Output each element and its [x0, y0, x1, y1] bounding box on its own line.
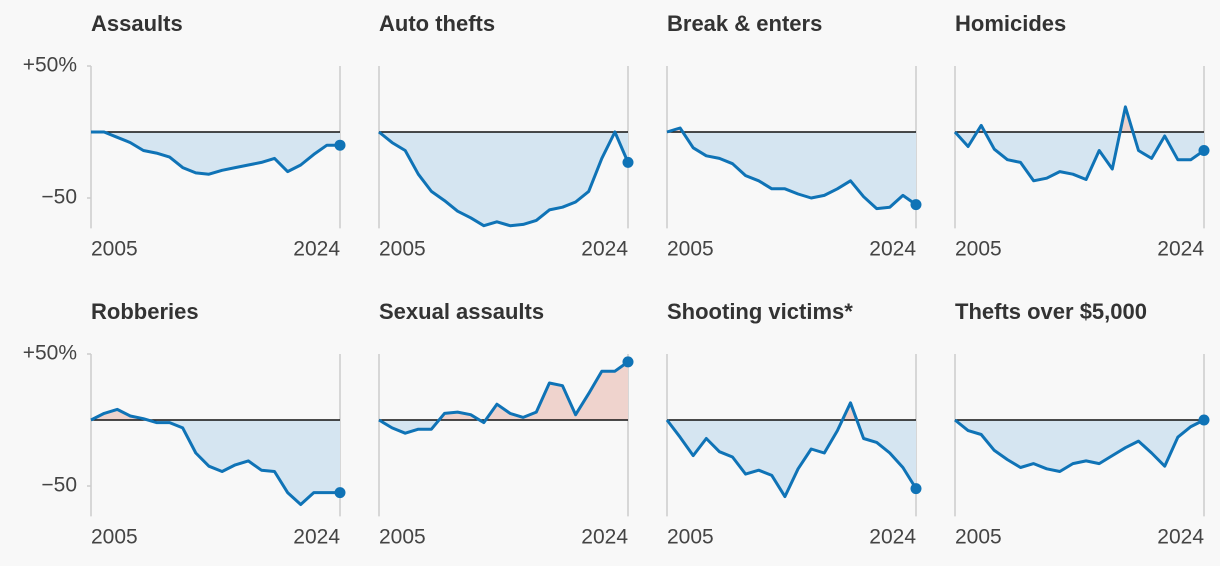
x-tick-label: 2024: [869, 238, 916, 261]
panel-title: Thefts over $5,000: [955, 299, 1147, 324]
area-above: [379, 361, 628, 420]
area-below: [955, 420, 1204, 472]
area-below: [667, 420, 916, 497]
line: [91, 130, 340, 176]
area-below: [91, 132, 340, 175]
end-dot: [910, 199, 922, 211]
line: [954, 418, 1205, 473]
x-tick-label: 2024: [869, 526, 916, 549]
line: [378, 130, 630, 228]
end-dot: [622, 356, 634, 368]
area-below: [955, 132, 1204, 181]
panel-title: Break & enters: [667, 11, 822, 36]
x-tick-label: 2005: [379, 238, 426, 261]
x-tick-label: 2024: [581, 526, 628, 549]
end-dot: [334, 139, 346, 151]
end-dot: [622, 156, 634, 168]
line: [666, 126, 917, 211]
x-tick-label: 2005: [955, 526, 1002, 549]
x-tick-label: 2024: [581, 238, 628, 261]
x-tick-label: 2005: [379, 526, 426, 549]
panel-title: Homicides: [955, 11, 1066, 36]
area-below: [379, 132, 628, 226]
y-tick-label: +50%: [23, 54, 77, 77]
line: [90, 407, 340, 506]
x-tick-label: 2005: [91, 238, 138, 261]
x-tick-label: 2024: [293, 238, 340, 261]
area-below: [91, 420, 340, 505]
line: [953, 105, 1205, 183]
x-tick-label: 2005: [955, 238, 1002, 261]
panel-title: Robberies: [91, 299, 199, 324]
panel-title: Shooting victims*: [667, 299, 853, 324]
panel-title: Assaults: [91, 11, 183, 36]
area-below: [667, 132, 916, 209]
panel-title: Auto thefts: [379, 11, 495, 36]
x-tick-label: 2005: [667, 526, 714, 549]
end-dot: [910, 483, 922, 495]
line: [665, 401, 918, 499]
x-tick-label: 2005: [667, 238, 714, 261]
y-tick-label: +50%: [23, 342, 77, 365]
end-dot: [334, 487, 346, 499]
line: [378, 360, 629, 435]
x-tick-label: 2024: [1157, 238, 1204, 261]
x-tick-label: 2005: [91, 526, 138, 549]
y-tick-label: −50: [41, 186, 77, 209]
end-dot: [1198, 414, 1210, 426]
end-dot: [1198, 144, 1210, 156]
y-tick-label: −50: [41, 474, 77, 497]
panel-title: Sexual assaults: [379, 299, 544, 324]
x-tick-label: 2024: [1157, 526, 1204, 549]
x-tick-label: 2024: [293, 526, 340, 549]
